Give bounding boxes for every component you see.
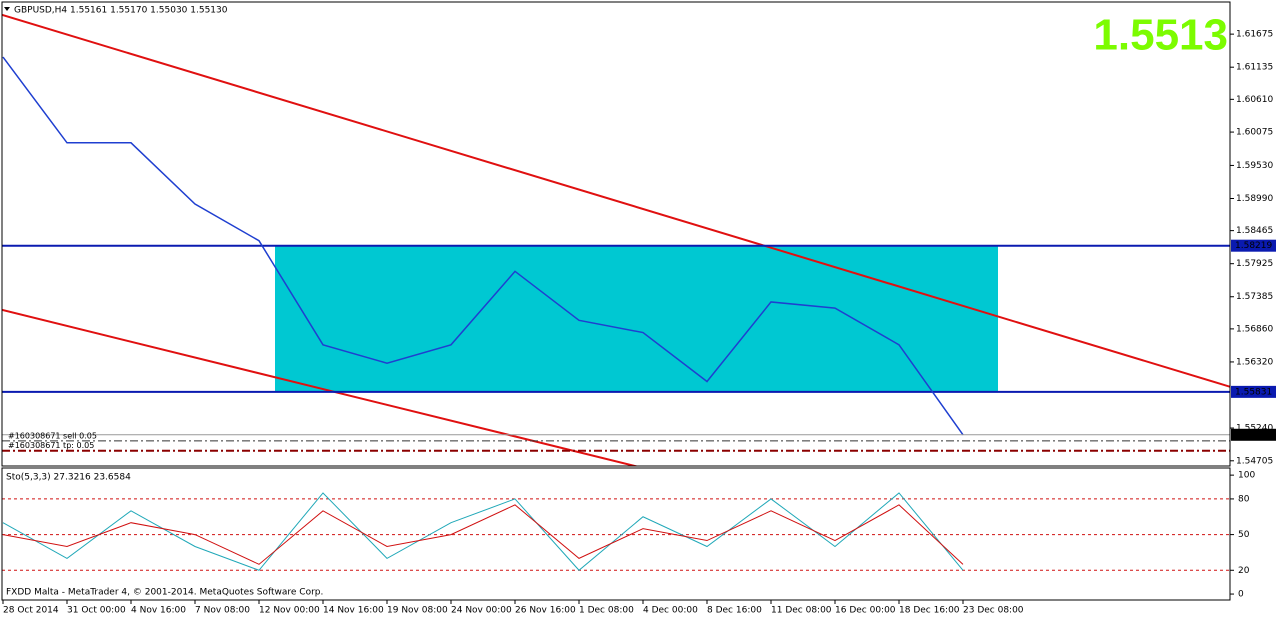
y-tick-label: 1.56860	[1236, 324, 1273, 334]
current-price-tag	[1231, 428, 1276, 441]
order-label: #160308671 sell 0.05	[8, 431, 97, 440]
y-tick-label: 80	[1238, 494, 1250, 504]
x-tick-label: 19 Nov 08:00	[387, 606, 448, 616]
x-tick-label: 1 Dec 08:00	[579, 606, 634, 616]
x-tick-label: 4 Dec 00:00	[643, 606, 698, 616]
current-price-label: 1.55130	[1235, 430, 1272, 440]
level-label: 1.55831	[1235, 387, 1272, 397]
chart-title: GBPUSD,H4 1.55161 1.55170 1.55030 1.5513…	[14, 6, 228, 16]
x-tick-label: 14 Nov 16:00	[323, 606, 384, 616]
y-tick-label: 1.58465	[1236, 226, 1273, 236]
order-label: #160308671 tp: 0.05	[8, 441, 94, 450]
y-tick-label: 20	[1238, 566, 1250, 576]
x-tick-label: 24 Nov 00:00	[451, 606, 512, 616]
x-tick-label: 7 Nov 08:00	[195, 606, 250, 616]
y-tick-label: 1.58990	[1236, 194, 1273, 204]
x-tick-label: 8 Dec 16:00	[707, 606, 762, 616]
y-tick-label: 1.59530	[1236, 161, 1273, 171]
y-tick-label: 1.55240	[1236, 424, 1273, 434]
footer: FXDD Malta - MetaTrader 4, © 2001-2014. …	[6, 588, 323, 598]
price-layer	[2, 13, 1230, 466]
y-tick-label: 1.61675	[1236, 30, 1273, 40]
stoch-panel-frame	[1, 467, 1231, 601]
level-tag	[1231, 385, 1276, 398]
x-tick-label: 11 Dec 08:00	[771, 606, 832, 616]
price-line	[2, 56, 964, 436]
x-tick-label: 26 Nov 16:00	[515, 606, 576, 616]
range-box	[275, 245, 998, 392]
trendline	[2, 13, 1230, 388]
x-tick-label: 23 Dec 08:00	[963, 606, 1024, 616]
menu-arrow	[4, 7, 10, 11]
x-tick-label: 4 Nov 16:00	[131, 606, 186, 616]
x-tick-label: 28 Oct 2014	[3, 606, 59, 616]
trendline	[2, 308, 640, 466]
y-tick-label: 1.56320	[1236, 357, 1273, 367]
stoch-line	[2, 504, 964, 565]
x-tick-label: 16 Dec 00:00	[835, 606, 896, 616]
y-tick-label: 1.57925	[1236, 259, 1273, 269]
x-tick-label: 31 Oct 00:00	[67, 606, 126, 616]
stoch-title: Sto(5,3,3) 27.3216 23.6584	[6, 473, 131, 483]
y-tick-label: 1.60610	[1236, 95, 1273, 105]
y-tick-label: 50	[1238, 530, 1250, 540]
y-tick-label: 1.57385	[1236, 292, 1273, 302]
y-tick-label: 1.54705	[1236, 456, 1273, 466]
y-tick-label: 1.61135	[1236, 63, 1273, 73]
price-display: 1.5513	[1093, 11, 1228, 60]
y-tick-label: 0	[1238, 590, 1244, 600]
y-tick-label: 1.60075	[1236, 128, 1273, 138]
x-tick-label: 18 Dec 16:00	[899, 606, 960, 616]
x-tick-label: 12 Nov 00:00	[259, 606, 320, 616]
level-label: 1.58219	[1235, 241, 1272, 251]
y-tick-label: 100	[1238, 471, 1255, 481]
level-tag	[1231, 239, 1276, 252]
price-panel-frame	[1, 1, 1231, 467]
